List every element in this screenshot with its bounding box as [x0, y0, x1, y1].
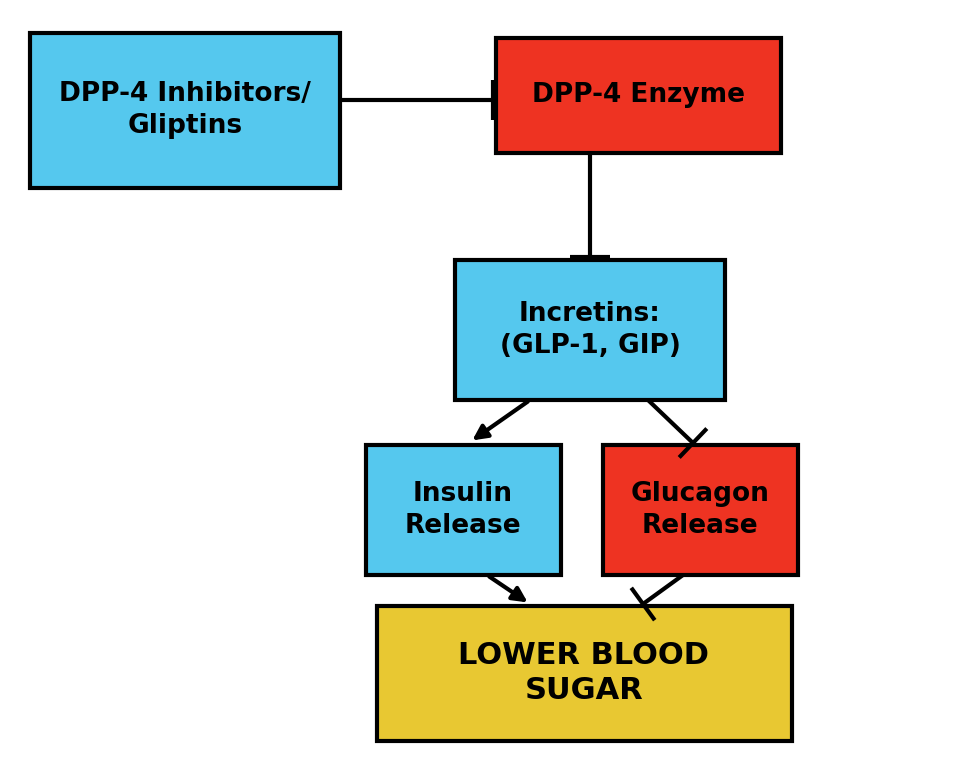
FancyBboxPatch shape [376, 606, 791, 740]
Text: LOWER BLOOD
SUGAR: LOWER BLOOD SUGAR [458, 641, 709, 705]
Text: DPP-4 Enzyme: DPP-4 Enzyme [531, 82, 744, 108]
FancyBboxPatch shape [495, 37, 781, 153]
Text: Insulin
Release: Insulin Release [404, 481, 522, 539]
Text: Glucagon
Release: Glucagon Release [630, 481, 770, 539]
Text: Incretins:
(GLP-1, GIP): Incretins: (GLP-1, GIP) [499, 301, 680, 359]
Text: DPP-4 Inhibitors/
Gliptins: DPP-4 Inhibitors/ Gliptins [59, 81, 311, 139]
FancyBboxPatch shape [603, 445, 797, 575]
FancyBboxPatch shape [365, 445, 561, 575]
FancyBboxPatch shape [30, 33, 340, 188]
FancyBboxPatch shape [455, 260, 725, 400]
